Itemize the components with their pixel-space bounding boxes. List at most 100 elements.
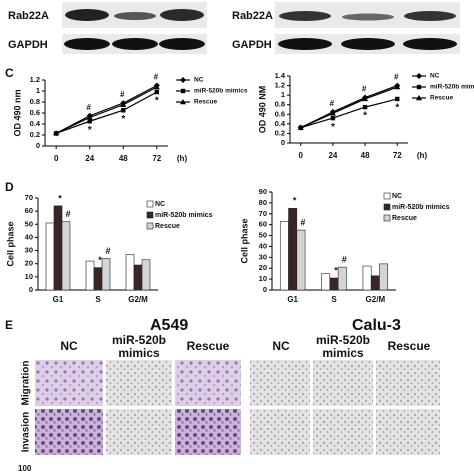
- y-tick-label: 1: [281, 90, 285, 99]
- bar: [288, 208, 298, 291]
- legend-label: miR-520b mimics: [430, 84, 474, 91]
- y-tick-label: 20: [259, 263, 267, 272]
- y-tick-label: 0: [263, 285, 267, 294]
- blot-label: Rab22A: [232, 10, 273, 22]
- column-label: NC: [60, 339, 78, 353]
- significance-mark: *: [121, 114, 125, 125]
- x-tick-label: 24: [328, 151, 337, 160]
- band: [112, 38, 158, 50]
- bar: [379, 263, 389, 291]
- marker: [180, 99, 186, 105]
- y-tick-label: 30: [259, 252, 267, 261]
- y-tick-label: 70: [259, 209, 267, 218]
- legend-label: NC: [430, 73, 440, 80]
- series-line: [300, 86, 398, 129]
- significance-mark: #: [330, 99, 335, 108]
- legend-label: Rescue: [155, 223, 180, 230]
- band: [65, 9, 109, 21]
- y-tick-label: 40: [259, 241, 267, 250]
- panel-label: E: [5, 318, 13, 332]
- x-tick-label: S: [331, 295, 337, 304]
- column-label: miR-520b mimics: [111, 333, 167, 360]
- x-tick-label: G2/M: [128, 295, 148, 304]
- y-axis-label: Cell phase: [239, 218, 249, 263]
- band: [403, 38, 457, 50]
- bar: [279, 221, 289, 291]
- x-tick-label: 48: [119, 154, 128, 163]
- significance-mark: #: [120, 90, 125, 99]
- footer: 100: [18, 464, 32, 473]
- x-tick-label: 48: [361, 151, 370, 160]
- marker: [53, 130, 60, 136]
- panel-label: C: [5, 66, 14, 80]
- bar: [101, 258, 111, 291]
- row-label: Migration: [21, 361, 32, 406]
- significance-mark: *: [155, 96, 159, 107]
- marker: [394, 84, 401, 90]
- x-tick-label: 0: [299, 151, 304, 160]
- marker: [180, 77, 186, 83]
- x-axis-label: (h): [177, 154, 188, 163]
- bar: [53, 205, 63, 291]
- column-label: Rescue: [387, 339, 431, 353]
- legend-swatch: [146, 200, 154, 208]
- marker: [395, 96, 400, 102]
- significance-mark: #: [342, 255, 347, 265]
- significance-mark: *: [88, 125, 92, 136]
- bar: [362, 265, 372, 291]
- marker: [416, 73, 422, 79]
- series-line: [55, 84, 158, 134]
- significance-mark: *: [58, 193, 62, 203]
- y-tick-label: 1.4: [275, 71, 286, 80]
- significance-mark: #: [105, 246, 110, 256]
- band: [341, 38, 395, 50]
- cell-line-title: Calu-3: [352, 317, 401, 334]
- significance-mark: #: [394, 73, 399, 82]
- significance-mark: #: [362, 85, 367, 94]
- micrograph: [250, 360, 310, 406]
- marker: [121, 108, 126, 113]
- x-tick-label: G1: [287, 295, 298, 304]
- significance-mark: #: [87, 103, 92, 112]
- y-tick-label: 0: [29, 285, 33, 294]
- marker: [86, 114, 93, 120]
- y-tick-label: 20: [25, 259, 33, 268]
- legend-label: Rescue: [392, 215, 417, 222]
- cell-line-title: A549: [150, 317, 188, 334]
- legend-label: Rescue: [194, 99, 218, 106]
- marker: [329, 110, 336, 116]
- micrograph: [106, 409, 172, 455]
- legend-label: miR-520b mimics: [392, 204, 450, 211]
- band: [404, 11, 456, 21]
- marker: [297, 124, 304, 130]
- y-axis-label: OD 490 NM: [257, 86, 267, 134]
- y-tick-label: 0.2: [30, 130, 40, 139]
- y-tick-label: 70: [25, 193, 33, 202]
- y-tick-label: 0.8: [30, 97, 40, 106]
- blot-label: Rab22A: [8, 10, 49, 22]
- x-tick-label: G2/M: [366, 295, 386, 304]
- marker: [416, 95, 422, 101]
- row-label: Invasion: [21, 412, 32, 453]
- micrograph: [106, 360, 172, 406]
- significance-mark: #: [300, 217, 305, 227]
- marker: [330, 115, 336, 121]
- micrograph: [175, 409, 241, 455]
- y-tick-label: 40: [25, 232, 33, 241]
- y-tick-label: 0.6: [275, 109, 285, 118]
- column-label: NC: [272, 339, 290, 353]
- x-tick-label: 0: [54, 154, 59, 163]
- bar: [133, 264, 143, 291]
- y-tick-label: 90: [259, 187, 267, 196]
- series-line: [55, 91, 158, 134]
- column-label: Rescue: [186, 339, 230, 353]
- legend-label: NC: [194, 77, 204, 84]
- y-tick-label: 0.4: [30, 119, 41, 128]
- blot-label: GAPDH: [8, 39, 48, 51]
- legend-label: miR-520b mimics: [155, 212, 213, 219]
- micrograph: [175, 360, 241, 406]
- bar: [296, 229, 306, 291]
- band: [64, 38, 110, 50]
- legend-label: miR-520b mimics: [194, 88, 248, 95]
